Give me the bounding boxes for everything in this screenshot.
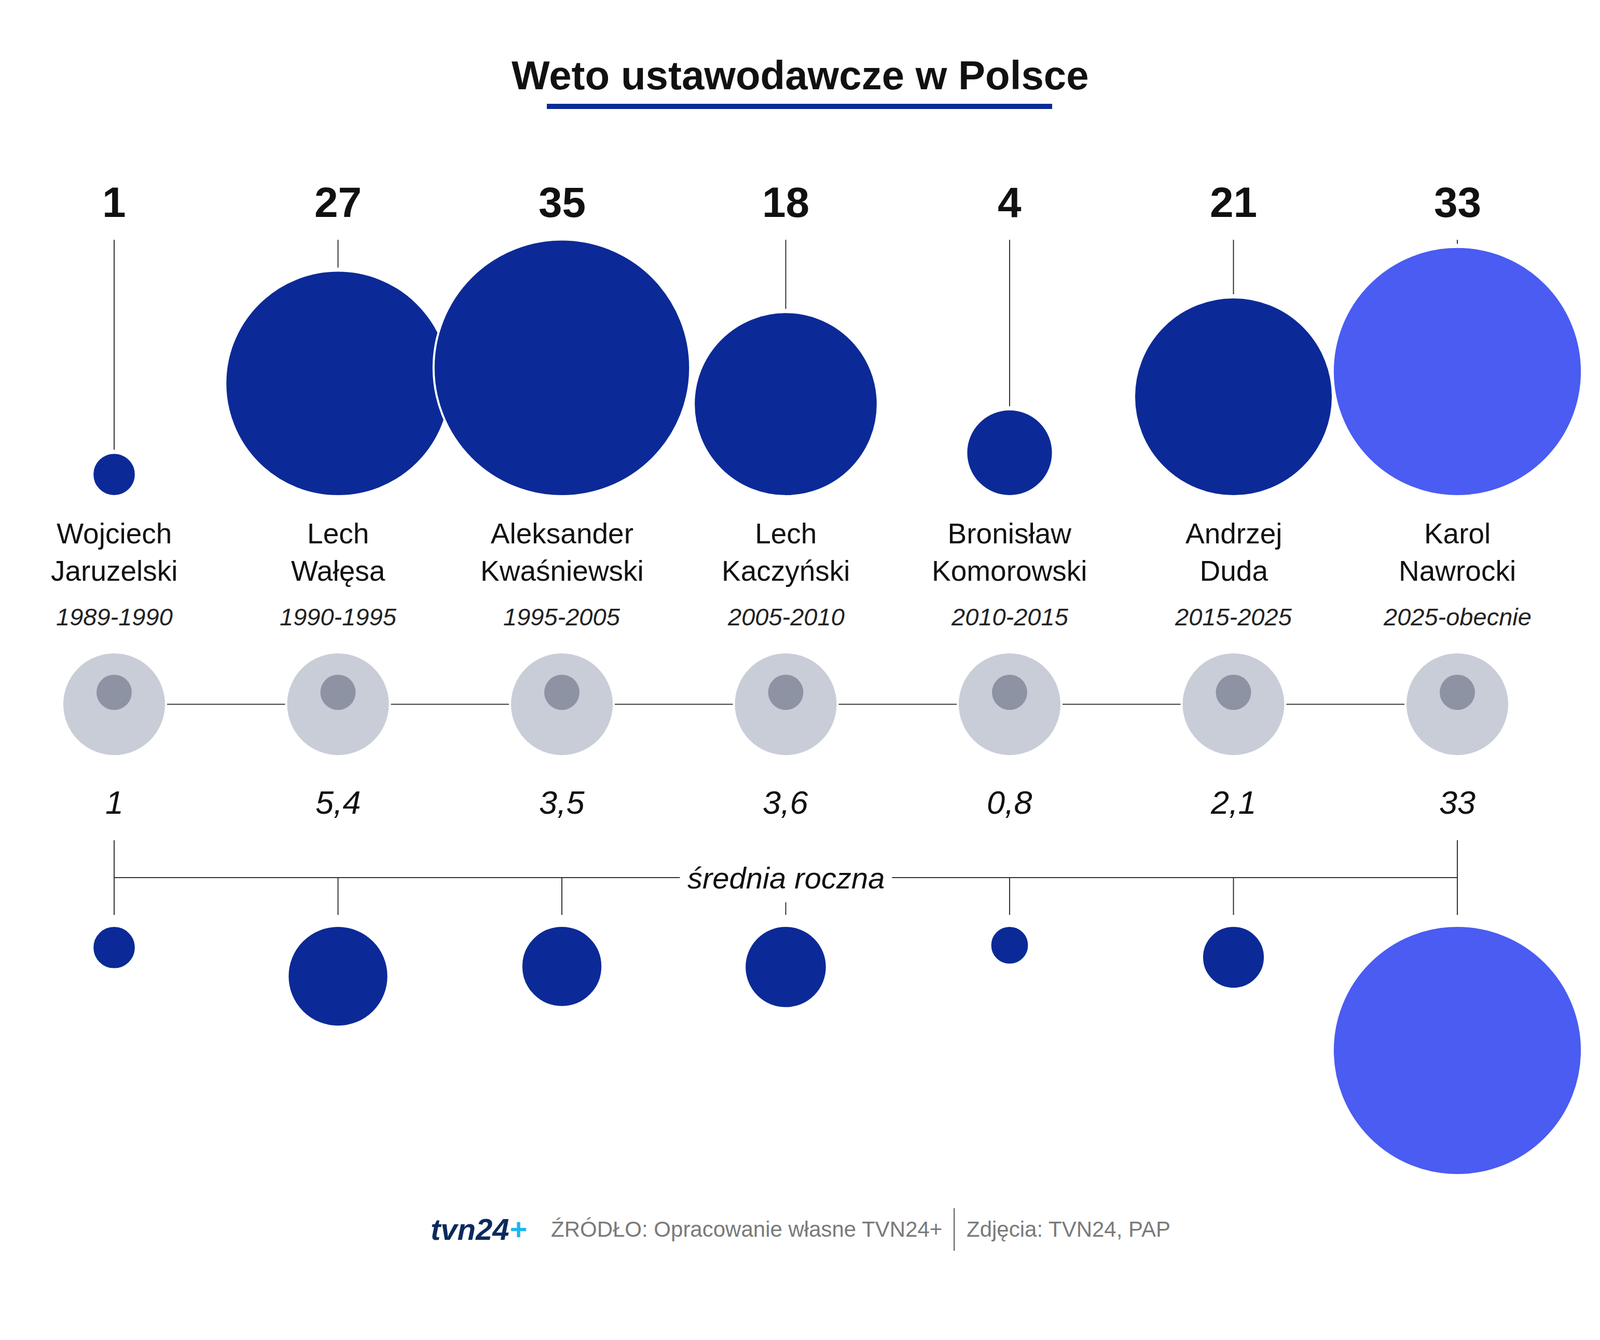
svg-text:LechKaczyński: LechKaczyński (721, 517, 851, 587)
svg-text:średnia roczna: średnia roczna (687, 860, 885, 895)
svg-text:1990-1995: 1990-1995 (279, 602, 397, 631)
svg-text:2015-2025: 2015-2025 (1174, 602, 1293, 631)
svg-text:ŹRÓDŁO: Opracowanie własne TVN: ŹRÓDŁO: Opracowanie własne TVN24+ (550, 1216, 943, 1241)
svg-text:Weto ustawodawcze w Polsce: Weto ustawodawcze w Polsce (511, 52, 1089, 99)
svg-text:KarolNawrocki: KarolNawrocki (1398, 517, 1516, 587)
svg-text:LechWałęsa: LechWałęsa (291, 517, 386, 587)
svg-text:35: 35 (538, 178, 586, 226)
svg-text:0,8: 0,8 (986, 783, 1033, 821)
svg-text:AleksanderKwaśniewski: AleksanderKwaśniewski (480, 517, 644, 587)
svg-text:WojciechJaruzelski: WojciechJaruzelski (50, 517, 178, 587)
svg-text:AndrzejDuda: AndrzejDuda (1185, 517, 1282, 587)
svg-text:tvn24+: tvn24+ (430, 1211, 527, 1246)
svg-text:1995-2005: 1995-2005 (503, 602, 621, 631)
svg-text:3,6: 3,6 (762, 783, 809, 821)
svg-text:2010-2015: 2010-2015 (950, 602, 1069, 631)
svg-text:33: 33 (1439, 783, 1476, 821)
svg-text:33: 33 (1433, 178, 1482, 226)
svg-text:2,1: 2,1 (1210, 783, 1257, 821)
svg-text:1989-1990: 1989-1990 (56, 602, 173, 631)
svg-text:5,4: 5,4 (315, 783, 362, 821)
svg-text:Zdjęcia: TVN24, PAP: Zdjęcia: TVN24, PAP (966, 1216, 1171, 1241)
svg-text:21: 21 (1209, 178, 1258, 226)
svg-text:BronisławKomorowski: BronisławKomorowski (931, 517, 1088, 587)
svg-text:18: 18 (762, 178, 810, 226)
svg-text:2005-2010: 2005-2010 (727, 602, 845, 631)
svg-text:2025-obecnie: 2025-obecnie (1383, 602, 1532, 631)
svg-text:4: 4 (997, 178, 1022, 226)
svg-text:1: 1 (105, 783, 124, 821)
svg-text:1: 1 (102, 178, 127, 226)
svg-text:27: 27 (314, 178, 362, 226)
svg-text:3,5: 3,5 (539, 783, 586, 821)
